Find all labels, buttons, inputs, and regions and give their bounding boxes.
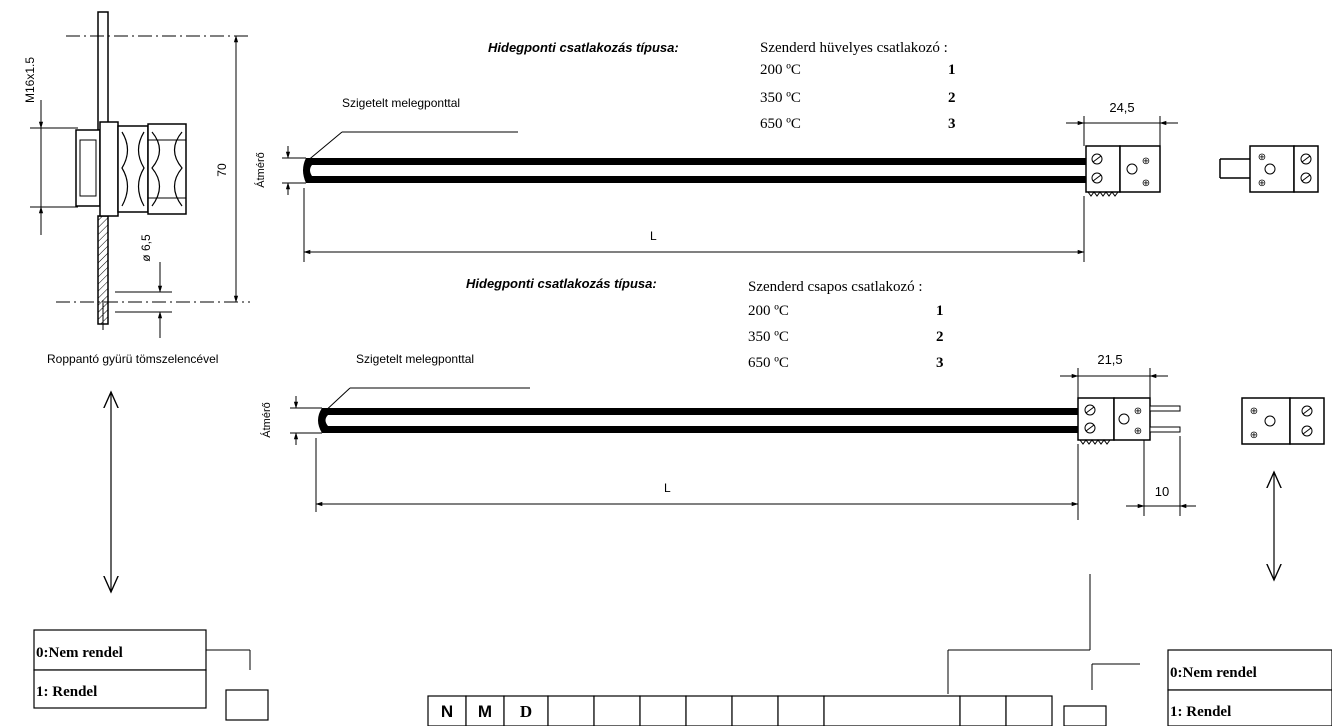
top-option-temp: 200 ºC — [760, 62, 801, 78]
order-code-cell — [685, 695, 733, 726]
svg-text:⊕: ⊕ — [1142, 178, 1150, 189]
bottom-length-label: L — [664, 481, 671, 495]
order-code-cell — [731, 695, 779, 726]
left-order-box — [33, 629, 269, 721]
order-code-cell — [959, 695, 1007, 726]
compression-fitting — [30, 11, 250, 338]
fitting-caption: Roppantó gyürü tömszelencével — [47, 352, 218, 366]
top-connector-heading: Szenderd hüvelyes csatlakozó : — [760, 40, 948, 56]
right-ordered: 1: Rendel — [1170, 704, 1231, 720]
top-insulated-label: Szigetelt melegponttal — [342, 96, 460, 110]
order-code-cell — [1005, 695, 1053, 726]
svg-text:⊕: ⊕ — [1250, 406, 1258, 417]
order-code-letter: M — [478, 702, 492, 721]
top-connector-width: 24,5 — [1109, 100, 1134, 115]
top-option-code: 2 — [948, 90, 956, 106]
bottom-option-temp: 650 ºC — [748, 355, 789, 371]
top-probe: ⊕ ⊕ ⊕ ⊕ — [282, 116, 1319, 262]
bottom-connector-heading: Szenderd csapos csatlakozó : — [748, 279, 923, 295]
order-code-cell — [823, 695, 961, 726]
bottom-connection-title: Hidegponti csatlakozás típusa: — [466, 276, 657, 291]
order-code-cell — [547, 695, 595, 726]
left-ordered: 1: Rendel — [36, 684, 97, 700]
bottom-probe: ⊕ ⊕ ⊕ ⊕ — [290, 368, 1325, 520]
svg-text:⊕: ⊕ — [1134, 406, 1142, 417]
svg-text:⊕: ⊕ — [1250, 430, 1258, 441]
bottom-insulated-label: Szigetelt melegponttal — [356, 352, 474, 366]
top-option-code: 3 — [948, 116, 956, 132]
order-code-letter: N — [441, 702, 453, 721]
order-code-letter: D — [520, 702, 532, 721]
thread-label: M16x1.5 — [23, 57, 37, 103]
right-order-box — [1063, 649, 1332, 726]
order-code-cell — [593, 695, 641, 726]
height-label: 70 — [215, 163, 229, 177]
right-not-ordered: 0:Nem rendel — [1170, 665, 1257, 681]
svg-text:⊕: ⊕ — [1142, 156, 1150, 167]
bottom-option-code: 3 — [936, 355, 944, 371]
bore-label: ø 6,5 — [139, 234, 153, 262]
order-code-cell — [503, 695, 549, 726]
svg-text:⊕: ⊕ — [1258, 152, 1266, 163]
order-code-cell — [777, 695, 825, 726]
top-option-temp: 650 ºC — [760, 116, 801, 132]
top-option-temp: 350 ºC — [760, 90, 801, 106]
svg-text:⊕: ⊕ — [1258, 178, 1266, 189]
order-code-cell — [639, 695, 687, 726]
right-order-selection-box — [1063, 705, 1107, 726]
bottom-option-code: 2 — [936, 329, 944, 345]
bottom-option-code: 1 — [936, 303, 944, 319]
top-diameter-label: Átmérő — [254, 152, 267, 187]
bottom-option-temp: 200 ºC — [748, 303, 789, 319]
top-connection-title: Hidegponti csatlakozás típusa: — [488, 40, 679, 55]
bottom-option-temp: 350 ºC — [748, 329, 789, 345]
bottom-pin-length: 10 — [1155, 484, 1169, 499]
top-length-label: L — [650, 229, 657, 243]
svg-text:⊕: ⊕ — [1134, 426, 1142, 437]
top-option-code: 1 — [948, 62, 956, 78]
left-order-selection-box — [225, 689, 269, 721]
left-not-ordered: 0:Nem rendel — [36, 645, 123, 661]
bottom-diameter-label: Átmérő — [260, 402, 273, 437]
bottom-connector-width: 21,5 — [1097, 352, 1122, 367]
order-code-cell — [427, 695, 467, 726]
